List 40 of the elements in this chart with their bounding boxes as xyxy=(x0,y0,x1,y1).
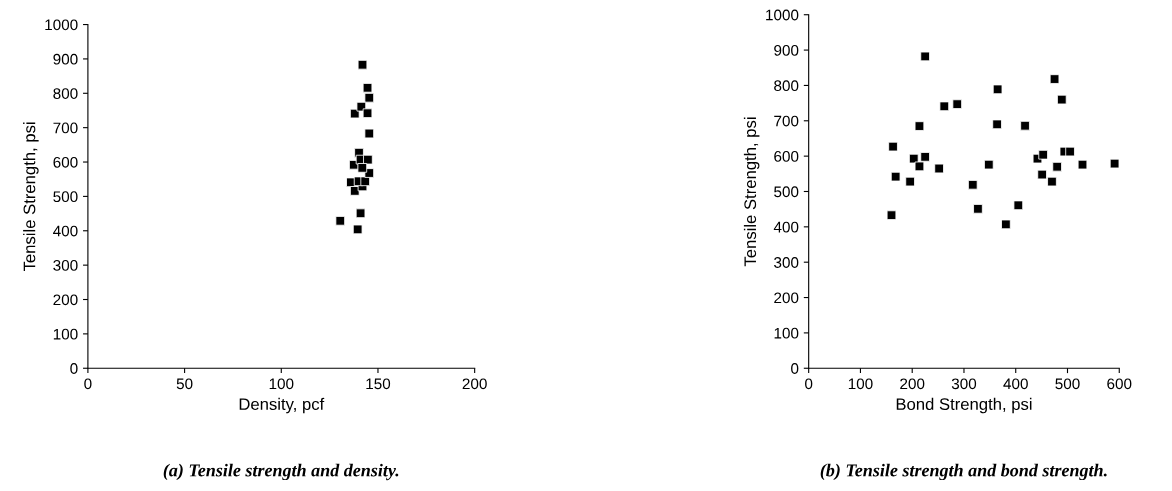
y-tick-label: 700 xyxy=(53,122,78,134)
y-tick-label: 200 xyxy=(53,294,78,306)
y-tick-label: 500 xyxy=(774,186,799,198)
x-axis-title: Bond Strength, psi xyxy=(896,397,1032,414)
y-axis-title: Tensile Strength, psi xyxy=(23,122,39,272)
x-tick-label: 500 xyxy=(1055,378,1080,390)
y-tick-label: 100 xyxy=(53,328,78,340)
x-tick-label: 0 xyxy=(84,378,92,390)
x-tick-label: 200 xyxy=(462,378,487,390)
y-tick-label: 600 xyxy=(53,156,78,168)
y-tick-label: 400 xyxy=(53,225,78,237)
y-tick-label: 700 xyxy=(774,115,799,127)
y-tick-label: 300 xyxy=(53,260,78,271)
y-tick-label: 0 xyxy=(70,363,78,374)
y-tick-label: 0 xyxy=(791,363,799,374)
x-tick-label: 0 xyxy=(805,378,813,390)
y-tick-label: 200 xyxy=(774,292,799,304)
y-tick-label: 800 xyxy=(53,88,78,99)
text: (a) Tensile strength and density. xyxy=(163,463,399,481)
y-tick-label: 300 xyxy=(774,257,799,268)
y-tick-label: 600 xyxy=(774,151,799,162)
y-tick-label: 100 xyxy=(774,327,799,339)
x-axis-title: Density, pcf xyxy=(239,397,325,414)
x-tick-label: 50 xyxy=(176,378,193,390)
x-tick-label: 200 xyxy=(900,378,925,390)
y-tick-label: 500 xyxy=(53,191,78,203)
y-tick-label: 400 xyxy=(773,221,799,233)
y-tick-label: 900 xyxy=(774,44,799,56)
x-tick-label: 100 xyxy=(269,378,294,390)
x-tick-label: 600 xyxy=(1107,378,1132,390)
y-tick-label: 800 xyxy=(774,80,799,92)
y-tick-label: 1000 xyxy=(45,19,78,31)
x-tick-label: 400 xyxy=(1003,378,1028,390)
x-tick-label: 300 xyxy=(951,378,977,390)
y-tick-label: 900 xyxy=(53,53,78,65)
x-tick-label: 100 xyxy=(848,378,873,390)
text: (b) Tensile strength and bond strength. xyxy=(820,463,1107,481)
x-tick-label: 150 xyxy=(366,378,391,390)
y-axis-title: Tensile Strength, psi xyxy=(743,117,760,267)
y-tick-label: 1000 xyxy=(766,9,799,21)
